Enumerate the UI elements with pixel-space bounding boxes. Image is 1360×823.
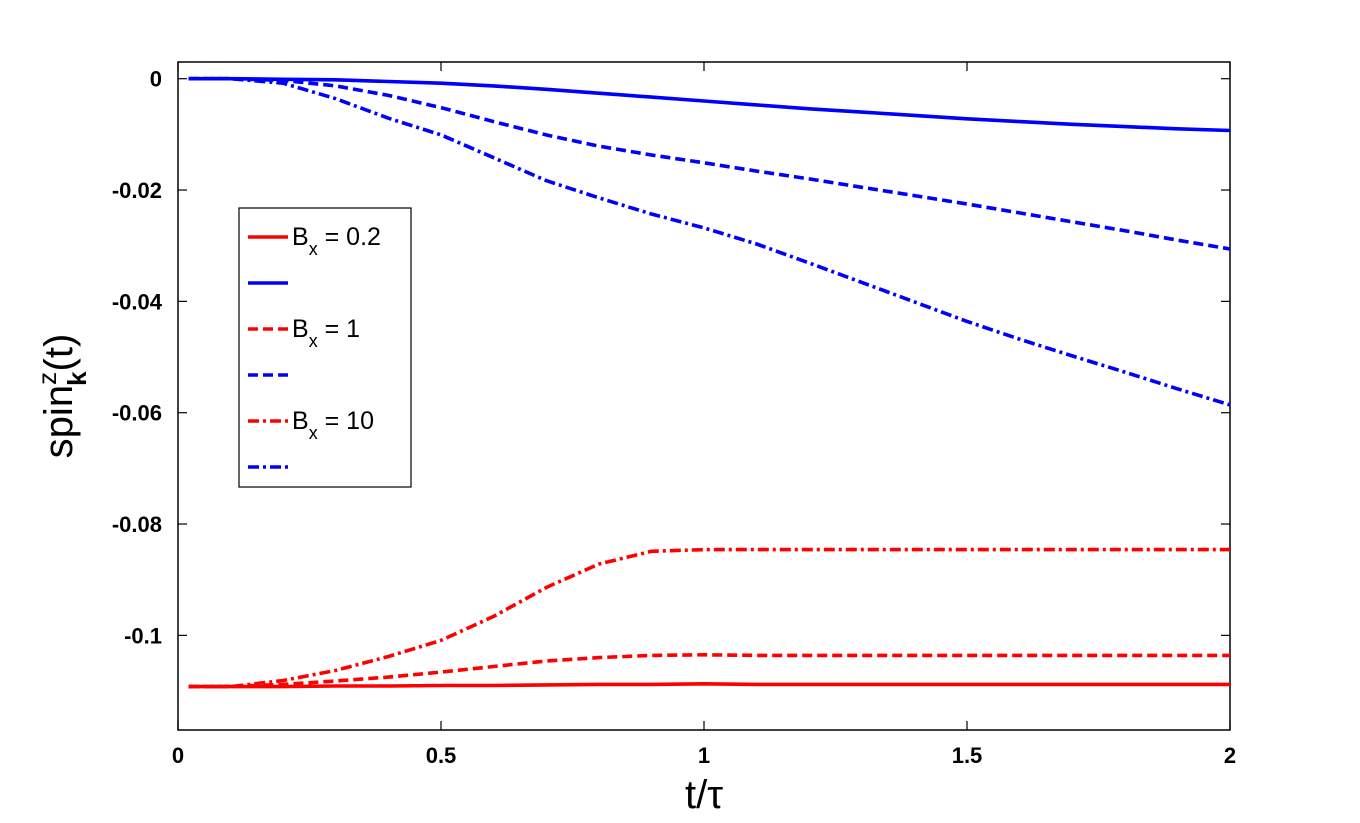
y-tick-label: -0.06 — [112, 401, 162, 426]
x-tick-label: 2 — [1224, 743, 1236, 768]
axis-ticks: 0 0.5 1 1.5 2 0 -0.02 -0.04 -0.06 -0.08 -0.1 — [112, 62, 1236, 768]
x-axis-title: t/τ — [685, 773, 723, 817]
y-axis-title: spinzk(t) — [32, 334, 92, 459]
legend: Bx = 0.2 Bx = 1 Bx = 10 — [238, 207, 412, 488]
x-tick-label: 1 — [698, 743, 710, 768]
x-tick-label: 0.5 — [426, 743, 457, 768]
series-line-5 — [188, 76, 1231, 407]
y-tick-label: -0.08 — [112, 512, 162, 537]
data-series — [188, 76, 1231, 689]
series-line-0 — [188, 682, 1230, 689]
series-line-1 — [188, 76, 1231, 133]
x-tick-label: 0 — [172, 743, 184, 768]
y-tick-label: -0.04 — [112, 289, 163, 314]
y-tick-label: 0 — [150, 67, 162, 92]
x-tick-label: 1.5 — [952, 743, 983, 768]
y-axis-title-sup: z — [32, 372, 62, 385]
y-axis-title-sub: k — [62, 371, 92, 386]
legend-box — [238, 207, 412, 488]
legend-label-4: Bx = 10 — [292, 407, 374, 443]
y-axis-title-tail: (t) — [37, 334, 81, 372]
series-line-2 — [188, 653, 1230, 689]
y-tick-label: -0.02 — [112, 178, 162, 203]
y-axis-title-base: spin — [37, 385, 81, 458]
series-line-4 — [188, 547, 1230, 689]
legend-label-0: Bx = 0.2 — [292, 223, 381, 259]
series-line-3 — [188, 76, 1231, 251]
y-tick-label: -0.1 — [124, 623, 162, 648]
legend-label-2: Bx = 1 — [292, 315, 360, 351]
